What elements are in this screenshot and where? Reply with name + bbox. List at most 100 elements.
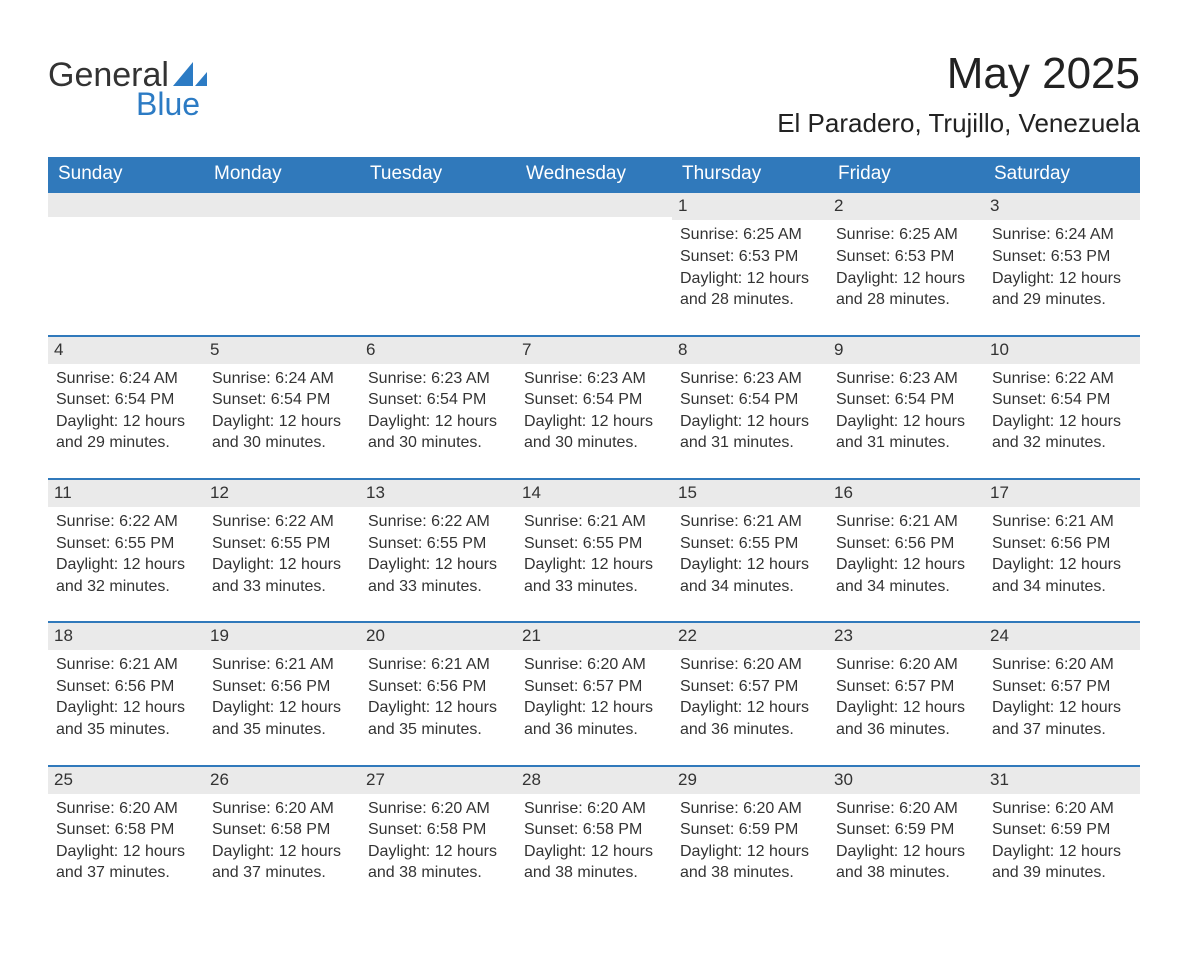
sunset-line: Sunset: 6:55 PM <box>56 533 196 555</box>
sunset-line: Sunset: 6:55 PM <box>524 533 664 555</box>
calendar-day-cell: 6Sunrise: 6:23 AMSunset: 6:54 PMDaylight… <box>360 335 516 478</box>
calendar-day-cell: 29Sunrise: 6:20 AMSunset: 6:59 PMDayligh… <box>672 765 828 908</box>
daylight-line: Daylight: 12 hours and 35 minutes. <box>56 697 196 740</box>
calendar-day-cell: 30Sunrise: 6:20 AMSunset: 6:59 PMDayligh… <box>828 765 984 908</box>
calendar-day-cell: 10Sunrise: 6:22 AMSunset: 6:54 PMDayligh… <box>984 335 1140 478</box>
calendar-day-cell: 8 Sunrise: 6:23 AMSunset: 6:54 PMDaylight… <box>672 335 828 478</box>
calendar-day-cell: 23Sunrise: 6:20 AMSunset: 6:57 PMDayligh… <box>828 621 984 764</box>
calendar-day-cell: 9 Sunrise: 6:23 AMSunset: 6:54 PMDaylight… <box>828 335 984 478</box>
weekday-header: Tuesday <box>360 157 516 191</box>
day-details: Sunrise: 6:23 AMSunset: 6:54 PMDaylight:… <box>522 368 666 454</box>
weekday-header-row: SundayMondayTuesdayWednesdayThursdayFrid… <box>48 157 1140 191</box>
daylight-line: Daylight: 12 hours and 37 minutes. <box>212 841 352 884</box>
day-number: 27 <box>360 765 516 794</box>
page-header: General Blue May 2025 El Paradero, Truji… <box>48 50 1140 139</box>
day-details: Sunrise: 6:22 AMSunset: 6:55 PMDaylight:… <box>366 511 510 597</box>
daylight-line: Daylight: 12 hours and 36 minutes. <box>836 697 976 740</box>
sail-icon <box>173 62 207 86</box>
calendar-day-cell: 24Sunrise: 6:20 AMSunset: 6:57 PMDayligh… <box>984 621 1140 764</box>
day-details: Sunrise: 6:23 AMSunset: 6:54 PMDaylight:… <box>678 368 822 454</box>
day-details: Sunrise: 6:25 AMSunset: 6:53 PMDaylight:… <box>834 224 978 310</box>
day-number: 1 <box>672 191 828 220</box>
sunrise-line: Sunrise: 6:22 AM <box>992 368 1132 390</box>
day-number: 12 <box>204 478 360 507</box>
day-details: Sunrise: 6:22 AMSunset: 6:55 PMDaylight:… <box>210 511 354 597</box>
calendar-day-cell: 7Sunrise: 6:23 AMSunset: 6:54 PMDaylight… <box>516 335 672 478</box>
day-details: Sunrise: 6:24 AMSunset: 6:53 PMDaylight:… <box>990 224 1134 310</box>
day-number: 30 <box>828 765 984 794</box>
sunset-line: Sunset: 6:54 PM <box>524 389 664 411</box>
sunrise-line: Sunrise: 6:20 AM <box>836 798 976 820</box>
day-number: 8 <box>672 335 828 364</box>
day-number: 15 <box>672 478 828 507</box>
sunrise-line: Sunrise: 6:21 AM <box>56 654 196 676</box>
calendar-day-cell: 22Sunrise: 6:20 AMSunset: 6:57 PMDayligh… <box>672 621 828 764</box>
day-details: Sunrise: 6:24 AMSunset: 6:54 PMDaylight:… <box>210 368 354 454</box>
calendar-day-cell: 13Sunrise: 6:22 AMSunset: 6:55 PMDayligh… <box>360 478 516 621</box>
day-number: 9 <box>828 335 984 364</box>
day-details: Sunrise: 6:21 AMSunset: 6:56 PMDaylight:… <box>990 511 1134 597</box>
day-details: Sunrise: 6:20 AMSunset: 6:58 PMDaylight:… <box>366 798 510 884</box>
daylight-line: Daylight: 12 hours and 33 minutes. <box>368 554 508 597</box>
sunrise-line: Sunrise: 6:25 AM <box>836 224 976 246</box>
day-number: 22 <box>672 621 828 650</box>
calendar-empty-cell <box>204 191 360 334</box>
calendar-week-row: 18Sunrise: 6:21 AMSunset: 6:56 PMDayligh… <box>48 621 1140 764</box>
calendar-day-cell: 28Sunrise: 6:20 AMSunset: 6:58 PMDayligh… <box>516 765 672 908</box>
weekday-header: Wednesday <box>516 157 672 191</box>
sunset-line: Sunset: 6:58 PM <box>212 819 352 841</box>
sunrise-line: Sunrise: 6:20 AM <box>680 654 820 676</box>
calendar-day-cell: 3Sunrise: 6:24 AMSunset: 6:53 PMDaylight… <box>984 191 1140 334</box>
sunrise-line: Sunrise: 6:21 AM <box>836 511 976 533</box>
day-details: Sunrise: 6:21 AMSunset: 6:55 PMDaylight:… <box>522 511 666 597</box>
sunset-line: Sunset: 6:53 PM <box>836 246 976 268</box>
day-details: Sunrise: 6:20 AMSunset: 6:57 PMDaylight:… <box>834 654 978 740</box>
day-number: 19 <box>204 621 360 650</box>
daylight-line: Daylight: 12 hours and 29 minutes. <box>992 268 1132 311</box>
daylight-line: Daylight: 12 hours and 29 minutes. <box>56 411 196 454</box>
sunrise-line: Sunrise: 6:20 AM <box>680 798 820 820</box>
sunset-line: Sunset: 6:57 PM <box>680 676 820 698</box>
day-details: Sunrise: 6:22 AMSunset: 6:54 PMDaylight:… <box>990 368 1134 454</box>
daylight-line: Daylight: 12 hours and 37 minutes. <box>56 841 196 884</box>
daylight-line: Daylight: 12 hours and 34 minutes. <box>992 554 1132 597</box>
sunrise-line: Sunrise: 6:21 AM <box>992 511 1132 533</box>
daylight-line: Daylight: 12 hours and 38 minutes. <box>524 841 664 884</box>
sunrise-line: Sunrise: 6:23 AM <box>524 368 664 390</box>
day-details: Sunrise: 6:20 AMSunset: 6:58 PMDaylight:… <box>522 798 666 884</box>
sunset-line: Sunset: 6:57 PM <box>992 676 1132 698</box>
sunset-line: Sunset: 6:58 PM <box>368 819 508 841</box>
calendar-day-cell: 31Sunrise: 6:20 AMSunset: 6:59 PMDayligh… <box>984 765 1140 908</box>
daylight-line: Daylight: 12 hours and 31 minutes. <box>680 411 820 454</box>
calendar-empty-cell <box>360 191 516 334</box>
day-details: Sunrise: 6:23 AMSunset: 6:54 PMDaylight:… <box>834 368 978 454</box>
day-number: 6 <box>360 335 516 364</box>
sunset-line: Sunset: 6:56 PM <box>836 533 976 555</box>
sunrise-line: Sunrise: 6:22 AM <box>212 511 352 533</box>
calendar-day-cell: 20Sunrise: 6:21 AMSunset: 6:56 PMDayligh… <box>360 621 516 764</box>
day-details: Sunrise: 6:21 AMSunset: 6:56 PMDaylight:… <box>210 654 354 740</box>
calendar-week-row: 1Sunrise: 6:25 AMSunset: 6:53 PMDaylight… <box>48 191 1140 334</box>
sunset-line: Sunset: 6:53 PM <box>680 246 820 268</box>
sunset-line: Sunset: 6:57 PM <box>524 676 664 698</box>
daylight-line: Daylight: 12 hours and 36 minutes. <box>524 697 664 740</box>
location-subtitle: El Paradero, Trujillo, Venezuela <box>777 108 1140 139</box>
sunrise-line: Sunrise: 6:23 AM <box>368 368 508 390</box>
calendar-day-cell: 1Sunrise: 6:25 AMSunset: 6:53 PMDaylight… <box>672 191 828 334</box>
day-details: Sunrise: 6:21 AMSunset: 6:56 PMDaylight:… <box>366 654 510 740</box>
calendar-week-row: 11Sunrise: 6:22 AMSunset: 6:55 PMDayligh… <box>48 478 1140 621</box>
calendar-day-cell: 26Sunrise: 6:20 AMSunset: 6:58 PMDayligh… <box>204 765 360 908</box>
daylight-line: Daylight: 12 hours and 33 minutes. <box>212 554 352 597</box>
weekday-header: Thursday <box>672 157 828 191</box>
sunset-line: Sunset: 6:59 PM <box>992 819 1132 841</box>
sunrise-line: Sunrise: 6:20 AM <box>56 798 196 820</box>
day-details: Sunrise: 6:20 AMSunset: 6:59 PMDaylight:… <box>990 798 1134 884</box>
calendar-day-cell: 5Sunrise: 6:24 AMSunset: 6:54 PMDaylight… <box>204 335 360 478</box>
sunrise-line: Sunrise: 6:22 AM <box>56 511 196 533</box>
sunrise-line: Sunrise: 6:24 AM <box>56 368 196 390</box>
weekday-header: Sunday <box>48 157 204 191</box>
day-details: Sunrise: 6:22 AMSunset: 6:55 PMDaylight:… <box>54 511 198 597</box>
calendar-day-cell: 27 Sunrise: 6:20 AMSunset: 6:58 PMDayligh… <box>360 765 516 908</box>
sunrise-line: Sunrise: 6:20 AM <box>212 798 352 820</box>
empty-day-header <box>516 191 672 217</box>
